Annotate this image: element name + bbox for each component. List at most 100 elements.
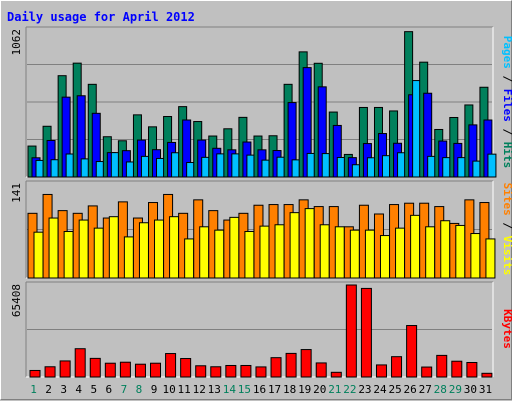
x-tick-label-day-28: 28	[434, 383, 447, 396]
x-tick-label-day-26: 26	[404, 383, 417, 396]
x-tick-label-day-6: 6	[106, 383, 113, 396]
legend-entry: Visits	[501, 236, 512, 276]
bar-visits-day-11	[184, 238, 195, 279]
bar-visits-day-23	[364, 229, 375, 279]
bar-kbytes-day-29	[451, 360, 463, 378]
bar-kbytes-day-26	[406, 325, 418, 378]
x-tick-label-day-20: 20	[313, 383, 326, 396]
x-tick-label-day-18: 18	[283, 383, 296, 396]
bar-visits-day-5	[93, 227, 104, 279]
x-axis-day-labels: 1 2 3 4 5 6 7 8 9 10 11 12 13 14 15 16 17 18 19 20 21 22 23 24 2…	[30, 383, 492, 396]
bar-visits-day-27	[425, 226, 436, 279]
bar-kbytes-day-5	[89, 357, 101, 378]
x-tick-label-day-11: 11	[178, 383, 191, 396]
bar-visits-day-22	[349, 229, 360, 279]
bar-visits-day-6	[108, 216, 119, 279]
bar-kbytes-day-18	[285, 352, 297, 378]
scale-label: 1062	[10, 29, 23, 56]
bar-visits-day-7	[123, 236, 134, 279]
bar-kbytes-day-28	[436, 354, 448, 378]
x-tick-label-day-13: 13	[208, 383, 221, 396]
x-tick-label-day-23: 23	[358, 383, 371, 396]
bar-visits-day-24	[379, 235, 390, 279]
chart-title: Daily usage for April 2012	[7, 10, 195, 24]
legend-entry: /	[501, 69, 512, 89]
legend-entry: KBytes	[501, 309, 512, 349]
bar-visits-day-14	[229, 216, 240, 279]
bar-kbytes-day-11	[180, 358, 192, 378]
bar-kbytes-day-31	[481, 372, 493, 378]
bar-visits-day-25	[395, 227, 406, 279]
legend-entry: Sites	[501, 183, 512, 216]
bar-kbytes-day-9	[150, 362, 162, 378]
bar-kbytes-day-13	[210, 366, 222, 378]
legend-kbytes: KBytes	[501, 309, 512, 349]
x-tick-label-day-8: 8	[136, 383, 143, 396]
bar-visits-day-17	[274, 224, 285, 279]
bar-visits-day-9	[154, 219, 165, 279]
legend-entry: Files	[501, 89, 512, 122]
x-tick-label-day-10: 10	[162, 383, 175, 396]
scale-label: 141	[10, 183, 23, 203]
bar-kbytes-day-19	[300, 349, 312, 378]
bar-kbytes-day-25	[391, 356, 403, 378]
bar-kbytes-day-7	[119, 361, 131, 378]
bar-kbytes-day-12	[195, 365, 207, 378]
bar-kbytes-day-6	[104, 362, 116, 378]
bar-kbytes-day-14	[225, 364, 237, 378]
bar-visits-day-28	[440, 220, 451, 279]
x-tick-label-day-31: 31	[479, 383, 492, 396]
bar-kbytes-day-8	[134, 363, 146, 378]
bar-visits-day-18	[289, 212, 300, 279]
bar-kbytes-day-22	[345, 284, 357, 378]
x-tick-label-day-15: 15	[238, 383, 251, 396]
panel-kbytes: 65408	[10, 281, 494, 378]
x-tick-label-day-2: 2	[45, 383, 52, 396]
x-tick-label-day-17: 17	[268, 383, 281, 396]
bar-kbytes-day-27	[421, 366, 433, 378]
x-tick-label-day-1: 1	[30, 383, 37, 396]
chart-panels: 1062 141 65408 Pages / Files / Hits Sites / …	[10, 26, 512, 378]
bar-kbytes-day-17	[270, 357, 282, 378]
bar-visits-day-19	[304, 208, 315, 279]
legend-entry: /	[501, 122, 512, 142]
bar-visits-day-13	[214, 229, 225, 279]
bar-visits-day-8	[138, 222, 149, 279]
bar-kbytes-day-23	[360, 287, 372, 378]
bar-kbytes-day-24	[375, 364, 387, 378]
x-tick-label-day-27: 27	[419, 383, 432, 396]
x-tick-label-day-25: 25	[388, 383, 401, 396]
bar-kbytes-day-20	[315, 362, 327, 378]
bar-visits-day-26	[410, 214, 421, 279]
bar-kbytes-day-21	[330, 371, 342, 378]
x-tick-label-day-22: 22	[343, 383, 356, 396]
x-tick-label-day-4: 4	[75, 383, 82, 396]
bar-visits-day-30	[470, 233, 481, 279]
bar-visits-day-29	[455, 224, 466, 279]
legend-entry: Hits	[501, 142, 512, 169]
bar-visits-day-15	[244, 231, 255, 279]
bar-pages-day-31	[487, 153, 497, 178]
bar-visits-day-16	[259, 225, 270, 279]
bar-visits-day-4	[78, 219, 89, 279]
bar-kbytes-day-3	[59, 360, 71, 378]
bar-kbytes-day-15	[240, 364, 252, 378]
x-tick-label-day-24: 24	[373, 383, 387, 396]
scale-label: 65408	[10, 284, 23, 317]
bar-visits-day-20	[319, 224, 330, 279]
x-tick-label-day-16: 16	[253, 383, 266, 396]
legend-hits-files-pages: Pages / Files / Hits	[501, 36, 512, 169]
bar-kbytes-day-30	[466, 361, 478, 378]
x-tick-label-day-5: 5	[90, 383, 97, 396]
bar-visits-day-31	[485, 238, 496, 279]
panel-visits-sites: 141	[10, 180, 496, 279]
legend-entry: Pages	[501, 36, 512, 69]
x-tick-label-day-12: 12	[193, 383, 206, 396]
bar-visits-day-1	[33, 231, 44, 279]
bar-visits-day-3	[63, 231, 74, 279]
bar-visits-day-12	[199, 226, 210, 279]
x-tick-label-day-3: 3	[60, 383, 67, 396]
legend-entry: /	[501, 216, 512, 236]
